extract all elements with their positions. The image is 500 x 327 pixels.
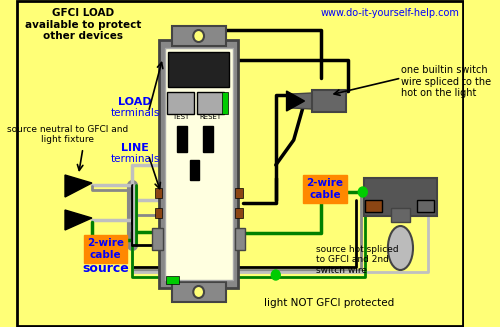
Bar: [154, 208, 162, 218]
Text: RESET: RESET: [199, 114, 222, 120]
Bar: [203, 126, 213, 152]
Bar: [366, 200, 382, 212]
Text: source: source: [82, 262, 128, 275]
Text: LINE: LINE: [121, 143, 149, 153]
Bar: [364, 178, 437, 216]
Bar: [197, 92, 224, 114]
Text: light NOT GFCI protected: light NOT GFCI protected: [264, 298, 394, 308]
Bar: [159, 40, 238, 288]
Bar: [168, 92, 194, 114]
Text: source hot spliced
to GFCI and 2nd
switch wire: source hot spliced to GFCI and 2nd switc…: [316, 245, 399, 275]
Ellipse shape: [388, 226, 413, 270]
Bar: [236, 188, 242, 198]
Bar: [172, 26, 226, 46]
Bar: [390, 208, 410, 222]
Text: 2-wire
cable: 2-wire cable: [87, 238, 124, 260]
Circle shape: [194, 30, 204, 42]
Circle shape: [272, 270, 280, 280]
Polygon shape: [65, 175, 92, 197]
Bar: [166, 276, 179, 284]
Text: one builtin switch
wire spliced to the
hot on the light: one builtin switch wire spliced to the h…: [402, 65, 492, 98]
Text: TEST: TEST: [172, 114, 190, 120]
Text: LOAD: LOAD: [118, 97, 152, 107]
Circle shape: [358, 187, 368, 197]
Text: www.do-it-yourself-help.com: www.do-it-yourself-help.com: [321, 8, 460, 18]
Bar: [236, 208, 242, 218]
Text: 2-wire
cable: 2-wire cable: [306, 178, 344, 199]
Text: GFCI LOAD
available to protect
other devices: GFCI LOAD available to protect other dev…: [25, 8, 141, 41]
Bar: [177, 126, 187, 152]
Circle shape: [194, 286, 204, 298]
Bar: [172, 282, 226, 302]
Bar: [152, 228, 163, 250]
Bar: [190, 160, 198, 180]
Bar: [234, 228, 246, 250]
Text: terminals: terminals: [110, 154, 160, 164]
Bar: [418, 200, 434, 212]
Text: terminals: terminals: [110, 108, 160, 118]
Bar: [168, 52, 229, 87]
Text: source neutral to GFCI and
light fixture: source neutral to GFCI and light fixture: [7, 125, 128, 145]
Bar: [164, 48, 232, 280]
Polygon shape: [65, 210, 92, 230]
Bar: [154, 188, 162, 198]
Bar: [222, 92, 228, 114]
Bar: [312, 90, 346, 112]
Polygon shape: [292, 93, 312, 109]
Polygon shape: [286, 91, 304, 111]
